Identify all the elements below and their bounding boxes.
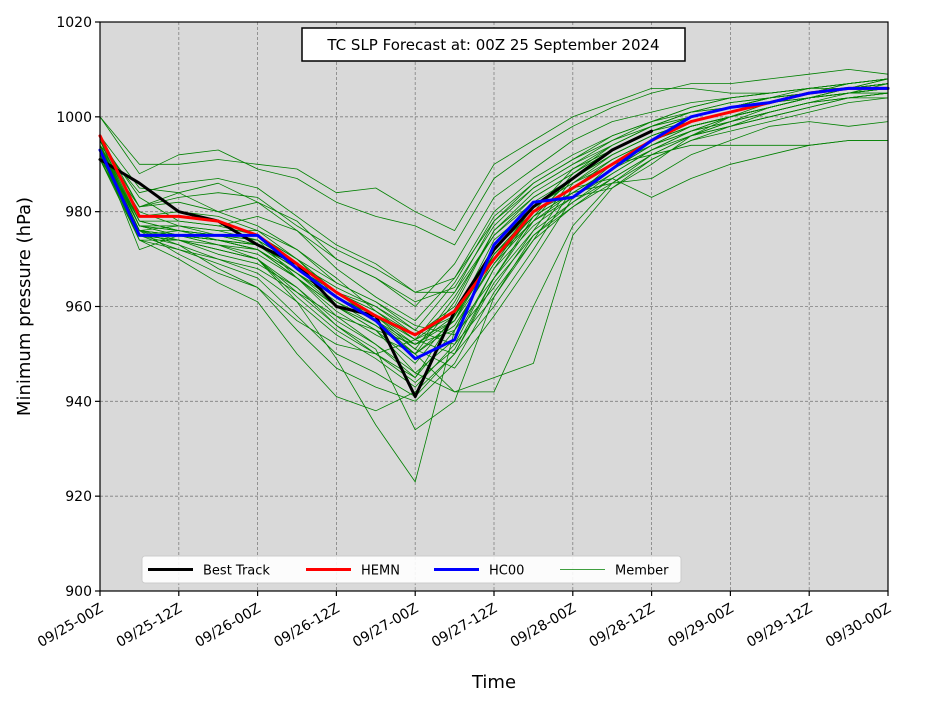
x-tick-label: 09/28-12Z <box>587 601 658 651</box>
x-tick-label: 09/29-00Z <box>665 601 736 651</box>
legend-frame <box>141 555 682 584</box>
legend-label-hemn: HEMN <box>361 564 400 579</box>
x-tick-label: 09/29-12Z <box>744 601 815 651</box>
y-tick-label: 940 <box>65 394 92 410</box>
x-tick-label: 09/27-12Z <box>429 601 500 651</box>
member-line <box>99 97 889 402</box>
y-tick-label: 980 <box>65 205 92 221</box>
member-line <box>99 83 889 355</box>
legend: Best Track HEMN HC00 Member <box>141 555 682 584</box>
member-line <box>99 69 889 246</box>
x-tick-label: 09/27-00Z <box>350 601 421 651</box>
member-line <box>99 140 889 355</box>
x-tick-label: 09/28-00Z <box>508 601 579 651</box>
legend-label-best-track: Best Track <box>203 564 270 579</box>
member-line <box>99 78 889 232</box>
hc00-line <box>98 86 890 361</box>
legend-label-member: Member <box>615 564 669 579</box>
x-axis-label: Time <box>471 672 516 693</box>
y-axis-label: Minimum pressure (hPa) <box>14 197 35 416</box>
x-tick-label: 09/25-12Z <box>114 601 185 651</box>
x-tick-label: 09/30-00Z <box>823 601 894 651</box>
member-line <box>99 78 889 293</box>
main-series <box>98 86 890 399</box>
chart-title-frame <box>301 27 686 62</box>
member-line <box>99 88 889 412</box>
legend-label-hc00: HC00 <box>489 564 524 579</box>
y-tick-label: 1000 <box>56 110 92 126</box>
y-tick-label: 900 <box>65 584 92 600</box>
x-tick-label: 09/26-12Z <box>271 601 342 651</box>
chart-title: TC SLP Forecast at: 00Z 25 September 202… <box>326 36 659 54</box>
x-tick-label: 09/26-00Z <box>193 601 264 651</box>
hemn-line <box>98 86 890 337</box>
chart-title-box: TC SLP Forecast at: 00Z 25 September 202… <box>301 27 686 62</box>
x-tick-label: 09/25-00Z <box>35 601 106 651</box>
y-tick-label: 1020 <box>56 15 92 31</box>
y-tick-label: 920 <box>65 489 92 505</box>
y-tick-label: 960 <box>65 300 92 316</box>
member-line <box>99 121 889 341</box>
